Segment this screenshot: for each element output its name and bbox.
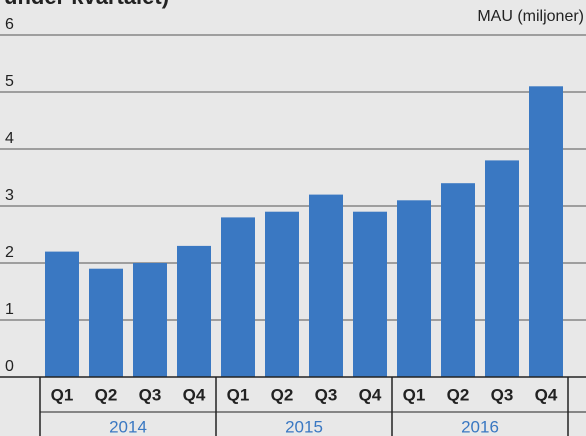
group-label: 2015 (285, 417, 323, 436)
y-axis-label: MAU (miljoner) (477, 8, 584, 25)
group-label: 2016 (461, 417, 499, 436)
x-tick-label: Q4 (359, 385, 382, 404)
y-tick-label: 6 (5, 16, 14, 33)
bar (441, 183, 475, 377)
bar (397, 200, 431, 377)
y-tick-label: 2 (5, 244, 14, 261)
bar (309, 194, 343, 377)
x-tick-label: Q4 (535, 385, 558, 404)
x-tick-label: Q1 (227, 385, 250, 404)
bar (265, 211, 299, 377)
x-tick-label: Q4 (183, 385, 206, 404)
x-tick-label: Q1 (403, 385, 426, 404)
x-tick-label: Q2 (447, 385, 470, 404)
bar (89, 268, 123, 377)
bar (485, 160, 519, 377)
y-tick-label: 4 (5, 130, 14, 147)
y-tick-label: 0 (5, 358, 14, 375)
x-tick-label: Q1 (51, 385, 74, 404)
group-label: 2014 (109, 417, 147, 436)
bar (133, 263, 167, 377)
bar (177, 245, 211, 377)
bar (45, 251, 79, 377)
bar (529, 86, 563, 378)
y-tick-label: 5 (5, 73, 14, 90)
chart-title: under kvartalet) (4, 0, 169, 9)
bar (221, 217, 255, 377)
y-tick-label: 1 (5, 301, 14, 318)
y-tick-label: 3 (5, 187, 14, 204)
x-tick-label: Q3 (139, 385, 162, 404)
x-tick-label: Q2 (95, 385, 118, 404)
x-tick-label: Q2 (271, 385, 294, 404)
x-tick-label: Q3 (315, 385, 338, 404)
x-tick-label: Q3 (491, 385, 514, 404)
bar (353, 211, 387, 377)
